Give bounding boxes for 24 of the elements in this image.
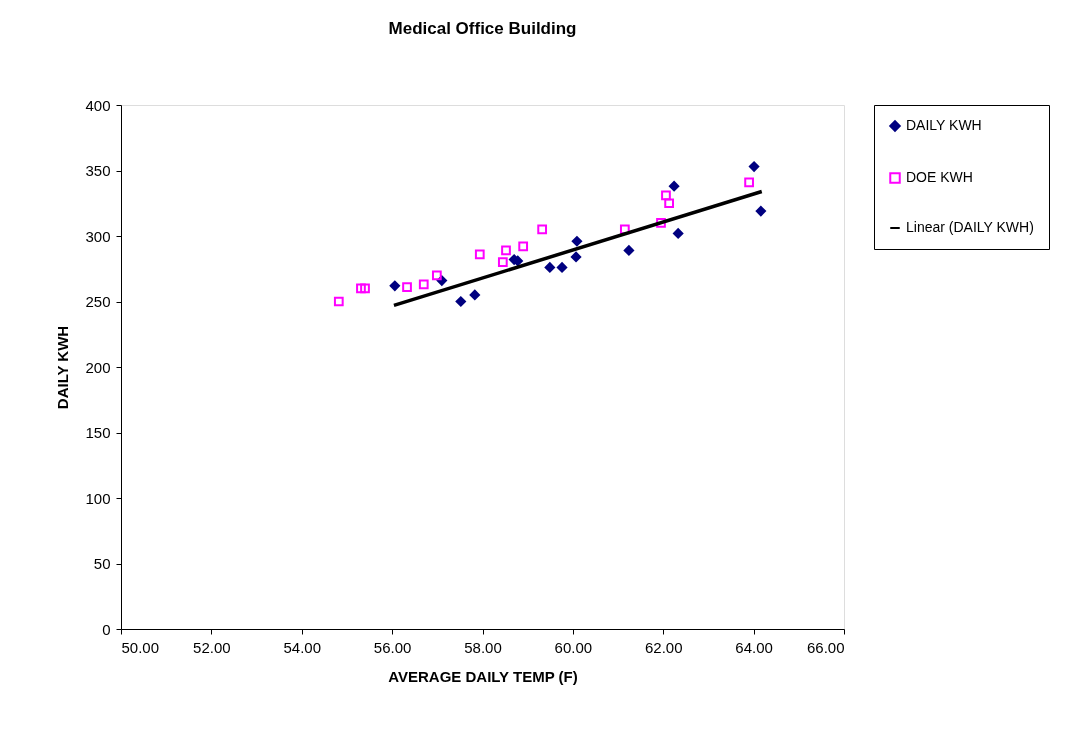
chart-title: Medical Office Building: [388, 19, 577, 38]
y-tick-label: 100: [85, 489, 111, 507]
x-tick-label: 62.00: [644, 638, 683, 656]
y-tick-label: 150: [85, 424, 111, 441]
legend-label: DOE KWH: [906, 169, 973, 185]
y-tick-label: 250: [85, 293, 111, 310]
y-tick-label: 50: [93, 555, 111, 572]
x-tick-label: 50.00: [121, 638, 160, 656]
x-tick-label: 60.00: [554, 638, 593, 656]
y-tick-label: 200: [85, 358, 111, 376]
x-tick-label: 54.00: [283, 638, 322, 656]
y-tick-label: 300: [85, 227, 111, 245]
y-tick-label: 400: [85, 96, 111, 114]
y-tick-label: 350: [85, 162, 111, 179]
x-tick-label: 66.00: [806, 638, 845, 656]
x-tick-label: 56.00: [373, 638, 412, 656]
y-axis-title: DAILY KWH: [54, 325, 72, 410]
legend-label: DAILY KWH: [906, 117, 982, 133]
x-axis-title: AVERAGE DAILY TEMP (F): [388, 667, 578, 685]
x-tick-label: 58.00: [464, 638, 502, 656]
y-tick-label: 0: [102, 620, 111, 638]
legend-label: Linear (DAILY KWH): [906, 219, 1034, 235]
x-tick-label: 64.00: [735, 638, 773, 656]
x-tick-label: 52.00: [193, 638, 231, 656]
